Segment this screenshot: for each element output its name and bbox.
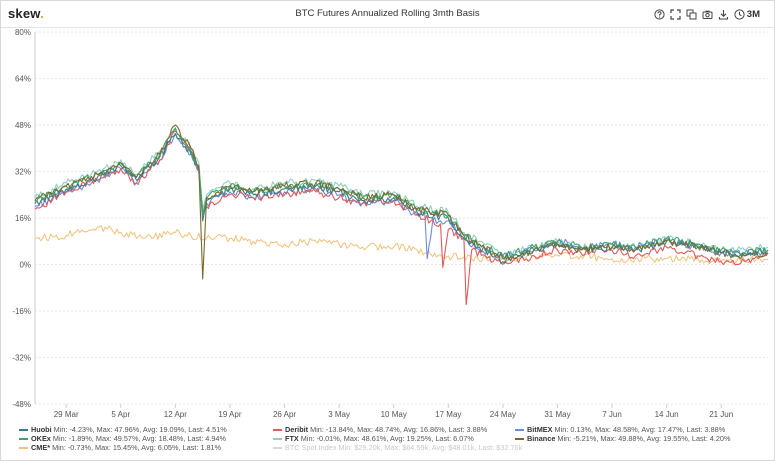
copy-icon[interactable] — [686, 9, 697, 20]
legend-item-deribit[interactable]: Deribit Min: -13.84%, Max: 48.74%, Avg: … — [273, 425, 487, 434]
legend-swatch — [273, 437, 282, 440]
x-tick-label: 5 Apr — [111, 410, 130, 419]
legend-row-3: CME* Min: -0.73%, Max: 15.45%, Avg: 6.05… — [19, 443, 769, 452]
series-lines — [34, 124, 769, 306]
skew-logo: skew. — [8, 6, 44, 21]
chart-toolbar: 3M — [654, 7, 760, 21]
y-tick-label: -48% — [12, 400, 31, 409]
clock-icon — [734, 8, 745, 20]
camera-icon[interactable] — [702, 9, 713, 20]
x-tick-label: 3 May — [328, 410, 350, 419]
series-line-binance[interactable] — [34, 124, 769, 280]
x-tick-label: 21 Jun — [709, 410, 733, 419]
legend-swatch — [19, 437, 28, 440]
legend-item-btc-spot-index[interactable]: BTC Spot Index Min: $29.20k, Max: $64.59… — [273, 443, 522, 452]
x-axis: 29 Mar 5 Apr 12 Apr 19 Apr 26 Apr 3 May 10 May… — [54, 404, 733, 419]
y-axis: 80% 64% 48% 32% 16% 0% -16% -32% -48% — [12, 28, 31, 409]
legend-item-binance[interactable]: Binance Min: -5.21%, Max: 49.88%, Avg: 1… — [515, 434, 730, 443]
legend-item-ftx[interactable]: FTX Min: -0.01%, Max: 48.61%, Avg: 19.25… — [273, 434, 474, 443]
legend-swatch — [515, 437, 524, 440]
y-tick-label: -32% — [12, 354, 31, 363]
x-tick-label: 17 May — [435, 410, 461, 419]
x-tick-label: 10 May — [381, 410, 407, 419]
series-line-okex[interactable] — [34, 127, 769, 260]
fullscreen-icon[interactable] — [670, 8, 681, 20]
y-tick-label: 16% — [15, 214, 31, 223]
help-icon[interactable] — [654, 8, 665, 20]
chart-area[interactable]: 80% 64% 48% 32% 16% 0% -16% -32% -48% 29 Mar 5 Ap… — [1, 28, 774, 423]
legend-item-okex[interactable]: OKEx Min: -1.89%, Max: 49.57%, Avg: 18.4… — [19, 434, 226, 443]
period-selector[interactable]: 3M — [734, 9, 760, 20]
x-tick-label: 19 Apr — [218, 410, 241, 419]
line-chart[interactable]: 80% 64% 48% 32% 16% 0% -16% -32% -48% 29 Mar 5 Ap… — [1, 28, 774, 423]
legend-swatch — [19, 446, 28, 449]
y-tick-label: 0% — [19, 261, 31, 270]
y-tick-label: -16% — [12, 307, 31, 316]
chart-title: BTC Futures Annualized Rolling 3mth Basi… — [295, 8, 480, 19]
legend-row-2: OKEx Min: -1.89%, Max: 49.57%, Avg: 18.4… — [19, 434, 769, 443]
chart-header: skew. BTC Futures Annualized Rolling 3mt… — [1, 1, 774, 28]
legend-swatch — [19, 428, 28, 431]
legend-item-bitmex[interactable]: BitMEX Min: 0.13%, Max: 48.58%, Avg: 17.… — [515, 425, 725, 434]
period-label: 3M — [746, 8, 760, 20]
legend-swatch — [273, 428, 282, 431]
x-tick-label: 7 Jun — [602, 410, 622, 419]
y-tick-label: 64% — [15, 75, 31, 84]
y-tick-label: 48% — [15, 121, 31, 130]
y-tick-label: 80% — [15, 28, 31, 37]
legend-item-huobi[interactable]: Huobi Min: -4.23%, Max: 47.96%, Avg: 19.… — [19, 425, 227, 434]
legend-row-1: Huobi Min: -4.23%, Max: 47.96%, Avg: 19.… — [19, 425, 769, 434]
x-tick-label: 26 Apr — [273, 410, 296, 419]
download-icon[interactable] — [718, 9, 729, 20]
series-line-cme[interactable] — [34, 225, 769, 265]
x-tick-label: 12 Apr — [164, 410, 187, 419]
legend-item-cme[interactable]: CME* Min: -0.73%, Max: 15.45%, Avg: 6.05… — [19, 443, 221, 452]
x-tick-label: 29 Mar — [54, 410, 79, 419]
y-tick-label: 32% — [15, 168, 31, 177]
legend-swatch — [515, 428, 524, 431]
legend-swatch — [273, 446, 282, 449]
x-tick-label: 31 May — [544, 410, 570, 419]
chart-legend: Huobi Min: -4.23%, Max: 47.96%, Avg: 19.… — [19, 425, 769, 459]
x-tick-label: 14 Jun — [655, 410, 679, 419]
gridlines — [34, 31, 768, 405]
x-tick-label: 24 May — [490, 410, 516, 419]
